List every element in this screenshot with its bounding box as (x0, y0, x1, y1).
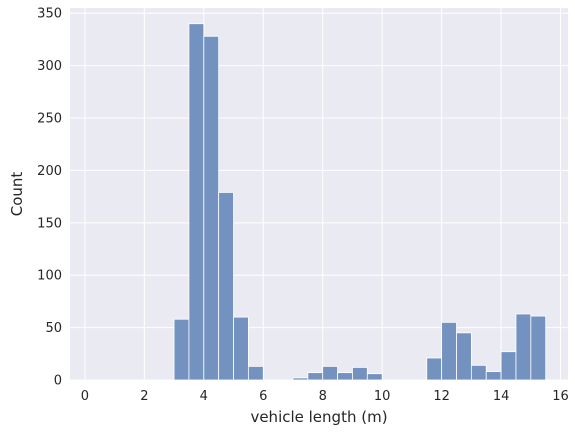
x-tick-label: 2 (140, 389, 148, 404)
y-tick-label: 0 (54, 374, 62, 389)
x-tick-label: 4 (200, 389, 208, 404)
x-tick-label: 0 (81, 389, 89, 404)
y-tick-label: 150 (37, 216, 62, 231)
histogram-bar (366, 373, 383, 381)
x-tick-label: 16 (552, 389, 569, 404)
x-tick-label: 8 (319, 389, 327, 404)
histogram-bar (426, 357, 443, 381)
y-axis-label: Count (8, 172, 26, 217)
histogram-bar (188, 23, 205, 381)
histogram-bar (352, 367, 368, 381)
y-tick-label: 300 (37, 59, 62, 74)
histogram-bar (530, 315, 547, 381)
histogram-bar (307, 372, 324, 381)
histogram-bar (337, 372, 353, 381)
x-axis-label: vehicle length (m) (250, 408, 387, 426)
histogram-bar (470, 364, 487, 381)
x-tick-label: 14 (493, 389, 510, 404)
y-axis-ticks: 0 50 100 150 200 250 300 350 (37, 7, 62, 389)
x-tick-label: 10 (374, 389, 391, 404)
histogram-bar (218, 192, 234, 381)
plot-background (70, 8, 568, 380)
histogram-bar (500, 351, 517, 381)
histogram-bar (292, 377, 309, 381)
y-tick-label: 250 (37, 112, 62, 127)
y-tick-label: 200 (37, 164, 62, 179)
x-tick-label: 12 (433, 389, 450, 404)
histogram-bar (233, 316, 249, 381)
x-tick-label: 6 (259, 389, 267, 404)
y-tick-label: 50 (45, 321, 62, 336)
histogram-bar (322, 365, 338, 381)
histogram-bar (441, 321, 457, 381)
histogram-bar (203, 35, 220, 381)
histogram-bar (515, 313, 532, 381)
x-axis-ticks: 0 2 4 6 8 10 12 14 16 (81, 389, 569, 404)
histogram-bar (485, 371, 502, 381)
histogram-bars (173, 23, 547, 381)
y-tick-label: 100 (37, 269, 62, 284)
histogram-bar (247, 365, 264, 381)
histogram-bar (456, 332, 472, 381)
histogram-bar (173, 318, 190, 381)
y-tick-label: 350 (37, 7, 62, 22)
